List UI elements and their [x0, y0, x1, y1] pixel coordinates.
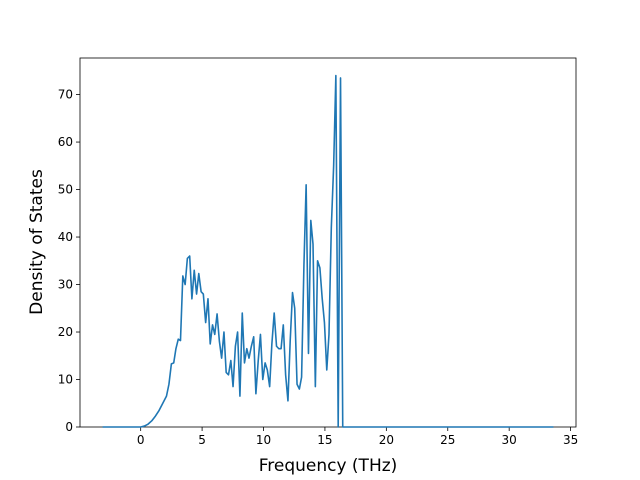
x-tick-label: 15	[317, 433, 332, 447]
y-tick-label: 60	[58, 135, 73, 149]
y-tick-label: 40	[58, 230, 73, 244]
y-tick-label: 50	[58, 183, 73, 197]
y-tick-label: 70	[58, 88, 73, 102]
x-axis-label: Frequency (THz)	[259, 456, 398, 476]
x-tick-label: 30	[502, 433, 517, 447]
dos-line	[102, 74, 554, 428]
plot-frame	[79, 57, 577, 428]
y-tick-label: 10	[58, 373, 73, 387]
x-tick-label: 5	[198, 433, 206, 447]
x-tick-label: 35	[563, 433, 578, 447]
y-tick-label: 20	[58, 325, 73, 339]
y-axis-label: Density of States	[27, 169, 47, 315]
y-tick-label: 0	[65, 420, 73, 434]
x-tick-label: 0	[137, 433, 145, 447]
x-tick-label: 25	[440, 433, 455, 447]
y-tick-label: 30	[58, 278, 73, 292]
x-tick-label: 10	[256, 433, 271, 447]
x-tick-label: 20	[379, 433, 394, 447]
